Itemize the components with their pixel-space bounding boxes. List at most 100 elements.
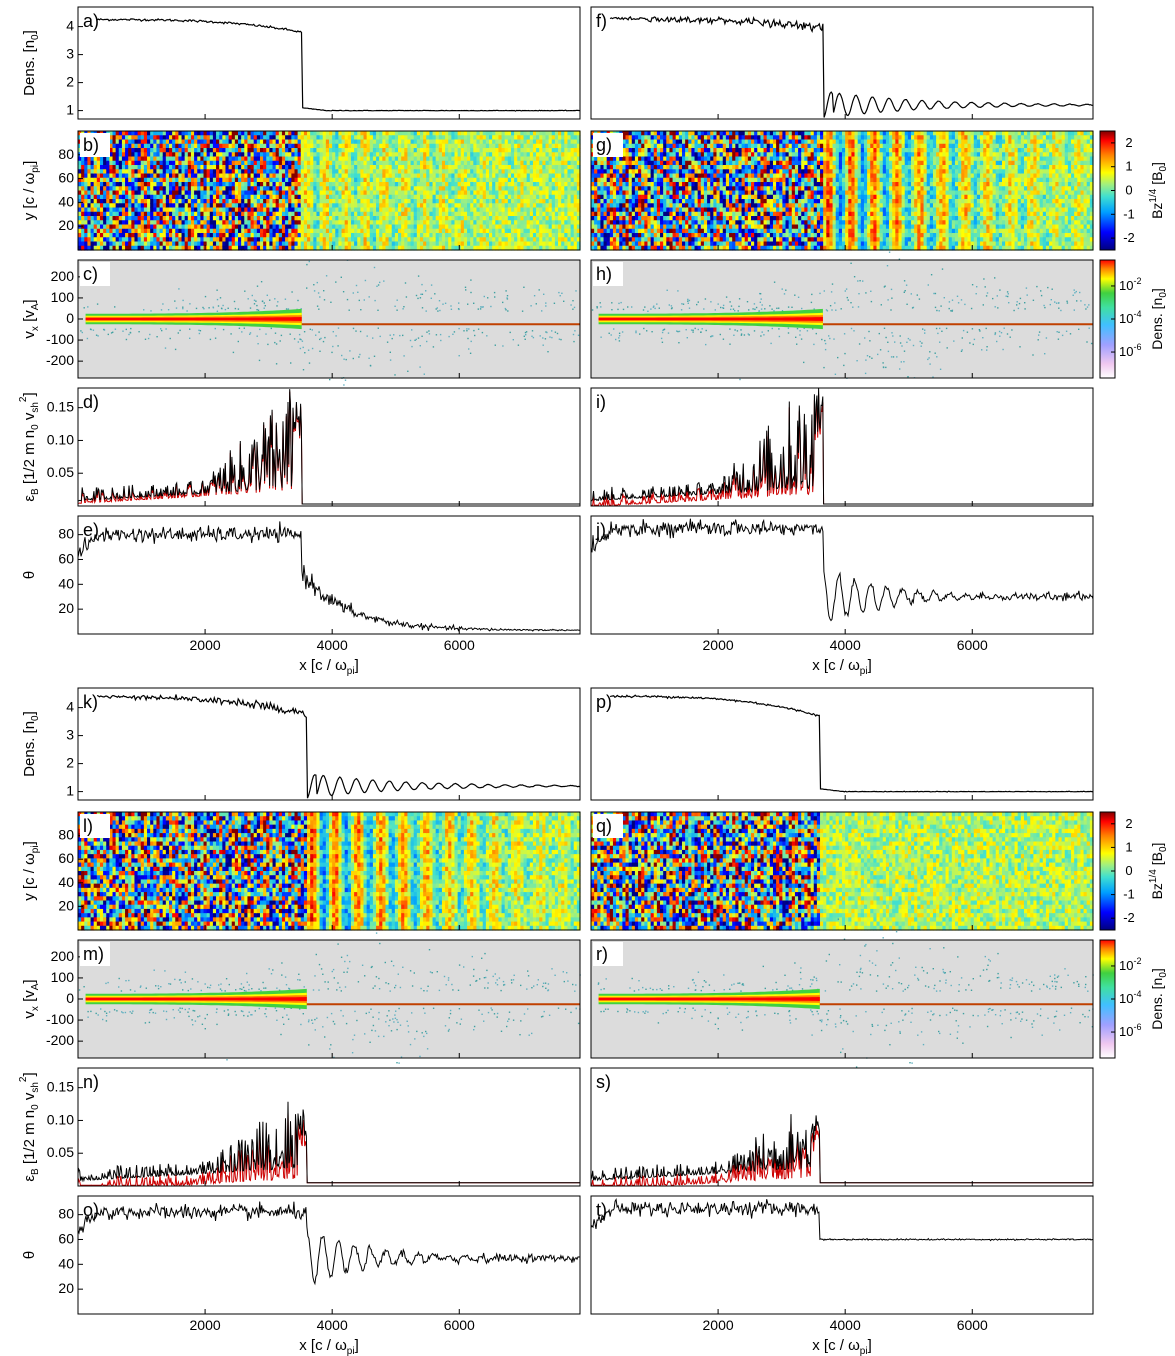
bz-cell bbox=[99, 203, 104, 209]
bz-cell bbox=[90, 194, 95, 200]
bz-cell bbox=[112, 173, 117, 179]
bz-cell bbox=[128, 224, 132, 230]
phase-point bbox=[318, 331, 320, 333]
bz-cell bbox=[93, 177, 98, 183]
bz-cell bbox=[99, 156, 104, 162]
bz-cell bbox=[259, 152, 264, 158]
bz-cell bbox=[256, 237, 261, 243]
bz-cell bbox=[93, 199, 98, 204]
bz-cell bbox=[103, 199, 107, 204]
bz-cell bbox=[168, 148, 173, 153]
bz-cell bbox=[222, 199, 227, 204]
bz-cell bbox=[247, 241, 252, 247]
bz-cell bbox=[281, 228, 286, 234]
bz-cell bbox=[153, 194, 158, 200]
phase-point bbox=[379, 281, 381, 284]
bz-cell bbox=[125, 177, 129, 183]
bz-cell bbox=[140, 169, 145, 175]
bz-cell bbox=[200, 139, 205, 145]
bz-cell bbox=[143, 182, 148, 187]
bz-cell bbox=[250, 228, 255, 234]
bz-cell bbox=[137, 245, 142, 251]
bz-cell bbox=[168, 165, 173, 170]
bz-cell bbox=[162, 207, 167, 213]
phase-point bbox=[404, 282, 407, 284]
bz-cell bbox=[175, 199, 179, 204]
bz-cell bbox=[109, 233, 114, 238]
bz-cell bbox=[156, 182, 161, 187]
bz-cell bbox=[219, 186, 223, 192]
bz-cell bbox=[216, 245, 220, 251]
phase-point bbox=[421, 283, 423, 286]
bz-cell bbox=[216, 173, 220, 179]
bz-cell bbox=[168, 169, 173, 175]
phase-point bbox=[263, 307, 265, 309]
phase-point bbox=[348, 309, 350, 311]
bz-cell bbox=[256, 169, 261, 175]
bz-cell bbox=[197, 139, 201, 145]
bz-cell bbox=[93, 241, 98, 247]
bz-cell bbox=[140, 177, 145, 183]
bz-cell bbox=[212, 224, 217, 230]
bz-cell bbox=[256, 194, 261, 200]
bz-cell bbox=[93, 228, 98, 234]
phase-point bbox=[444, 302, 447, 304]
bz-cell bbox=[99, 241, 104, 247]
phase-point bbox=[160, 309, 163, 311]
phase-point bbox=[256, 335, 258, 337]
bz-cell bbox=[168, 190, 173, 196]
bz-cell bbox=[234, 135, 239, 141]
bz-cell bbox=[203, 220, 208, 226]
phase-point bbox=[364, 279, 367, 282]
bz-cell bbox=[256, 160, 261, 166]
bz-cell bbox=[143, 211, 148, 217]
bz-cell bbox=[184, 143, 189, 149]
bz-cell bbox=[168, 211, 173, 217]
bz-cell bbox=[99, 169, 104, 175]
bz-cell bbox=[184, 203, 189, 209]
bz-cell bbox=[190, 241, 195, 247]
bz-cell bbox=[103, 173, 107, 179]
bz-cell bbox=[272, 194, 277, 200]
phase-point bbox=[468, 348, 470, 350]
bz-cell bbox=[181, 237, 186, 243]
bz-cell bbox=[162, 233, 167, 238]
bz-cell bbox=[153, 173, 158, 179]
bz-cell bbox=[96, 156, 101, 162]
bz-cell bbox=[194, 169, 198, 175]
bz-cell bbox=[190, 131, 195, 136]
bz-cell bbox=[87, 211, 92, 217]
phase-point bbox=[541, 310, 543, 312]
phase-point bbox=[222, 328, 225, 331]
bz-cell bbox=[187, 203, 192, 209]
bz-cell bbox=[81, 224, 85, 230]
bz-cell bbox=[84, 207, 89, 213]
density-frame bbox=[77, 6, 581, 120]
bz-cell bbox=[216, 241, 220, 247]
bz-cell bbox=[131, 228, 136, 234]
bz-cell bbox=[219, 199, 223, 204]
bz-cell bbox=[209, 139, 214, 145]
bz-cell bbox=[225, 216, 230, 221]
phase-point bbox=[549, 336, 551, 338]
bz-cell bbox=[250, 186, 255, 192]
bz-cell bbox=[250, 135, 255, 141]
bz-cell bbox=[275, 199, 280, 204]
bz-cell bbox=[87, 199, 92, 204]
bz-cell bbox=[269, 233, 274, 238]
bz-cell bbox=[143, 152, 148, 158]
bz-cell bbox=[84, 156, 89, 162]
bz-cell bbox=[184, 228, 189, 234]
bz-cell bbox=[153, 139, 158, 145]
phase-point bbox=[195, 307, 198, 310]
bz-cell bbox=[118, 156, 123, 162]
bz-cell bbox=[150, 194, 154, 200]
bz-cell bbox=[106, 169, 110, 175]
bz-cell bbox=[156, 160, 161, 166]
phase-point bbox=[372, 337, 374, 339]
bz-cell bbox=[244, 148, 249, 153]
phase-point bbox=[377, 309, 379, 311]
bz-cell bbox=[285, 224, 289, 230]
bz-cell bbox=[266, 135, 270, 141]
bz-cell bbox=[281, 177, 286, 183]
